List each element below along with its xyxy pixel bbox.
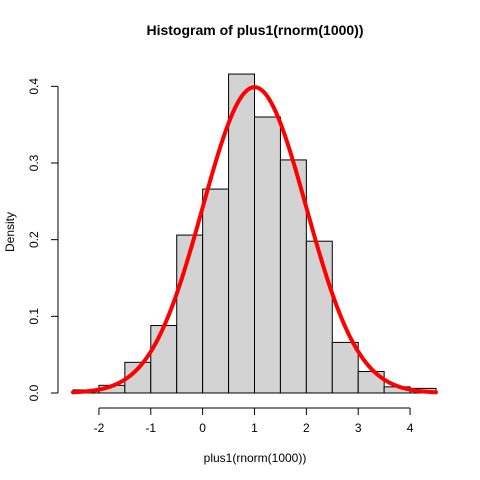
y-tick-label: 0.3 bbox=[27, 154, 41, 171]
chart-title: Histogram of plus1(rnorm(1000)) bbox=[146, 22, 363, 38]
x-tick-label: 3 bbox=[355, 421, 362, 435]
x-tick-label: 0 bbox=[199, 421, 206, 435]
x-axis: -2 -1 0 1 2 3 4 bbox=[94, 407, 414, 435]
x-tick-label: 1 bbox=[251, 421, 258, 435]
x-axis-label: plus1(rnorm(1000)) bbox=[204, 451, 307, 465]
y-tick-label: 0.4 bbox=[27, 78, 41, 95]
histogram-bar bbox=[254, 116, 281, 394]
density-curve bbox=[71, 85, 438, 395]
y-axis-label: Density bbox=[3, 212, 17, 252]
x-tick-label: 2 bbox=[303, 421, 310, 435]
histogram-bar bbox=[228, 73, 255, 394]
y-tick-label: 0.0 bbox=[27, 384, 41, 401]
histogram-bar bbox=[202, 188, 230, 394]
x-tick-label: -1 bbox=[145, 421, 156, 435]
bars-group bbox=[72, 73, 437, 394]
histogram-bar bbox=[331, 341, 359, 394]
y-tick-label: 0.1 bbox=[27, 308, 41, 325]
histogram-bar bbox=[150, 325, 178, 394]
x-tick-label: -2 bbox=[94, 421, 105, 435]
y-tick-label: 0.2 bbox=[27, 231, 41, 248]
x-tick-label: 4 bbox=[407, 421, 414, 435]
y-axis: 0.0 0.1 0.2 0.3 0.4 bbox=[27, 78, 59, 401]
histogram-bar bbox=[305, 240, 333, 394]
